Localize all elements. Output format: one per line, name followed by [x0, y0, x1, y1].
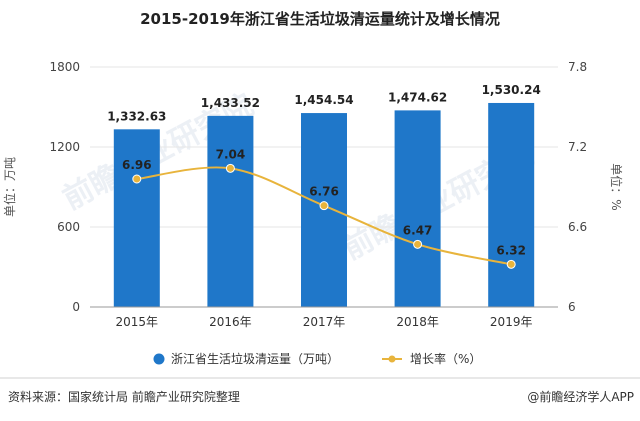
- line-point: [506, 259, 516, 269]
- line-point: [225, 163, 235, 173]
- bar-value-label: 1,454.54: [294, 93, 353, 107]
- legend-bar-label: 浙江省生活垃圾清运量（万吨）: [171, 351, 339, 366]
- left-tick-label: 1200: [49, 140, 80, 154]
- right-tick-label: 6: [568, 300, 576, 314]
- legend-line-marker: [388, 355, 396, 363]
- right-tick-label: 7.2: [568, 140, 587, 154]
- left-tick-label: 600: [57, 220, 80, 234]
- line-value-label: 6.96: [122, 158, 152, 172]
- bar-value-label: 1,332.63: [107, 109, 166, 123]
- legend-bar-marker: [153, 353, 165, 365]
- bar: [207, 115, 254, 307]
- x-tick-label: 2019年: [490, 315, 533, 329]
- right-axis-label: 单位：%: [609, 163, 624, 210]
- line-point: [319, 201, 329, 211]
- bar-value-label: 1,530.24: [482, 83, 541, 97]
- line-value-label: 6.32: [496, 243, 526, 257]
- bar: [488, 102, 535, 307]
- x-tick-label: 2017年: [303, 315, 346, 329]
- legend-line-label: 增长率（%）: [410, 351, 481, 366]
- bar-series: 1,332.63 1,433.52 1,454.54 1,474.62 1,530.24: [107, 83, 541, 307]
- x-tick-label: 2018年: [396, 315, 439, 329]
- legend: 浙江省生活垃圾清运量（万吨） 增长率（%）: [153, 351, 481, 366]
- left-axis-label: 单位：万吨: [2, 157, 17, 217]
- line-point: [132, 174, 142, 184]
- line-series: 6.96 7.04 6.76 6.47 6.32: [122, 147, 526, 269]
- line-value-label: 6.47: [403, 223, 433, 237]
- footer-brand: @前瞻经济学人APP: [527, 389, 634, 404]
- footer-source: 资料来源：国家统计局 前瞻产业研究院整理: [8, 389, 240, 404]
- axes: 0 600 1200 1800 6 6.6 7.2 7.8 2015年 2016年 2017年 201…: [49, 60, 587, 329]
- left-tick-label: 0: [72, 300, 80, 314]
- right-tick-label: 6.6: [568, 220, 587, 234]
- bar: [113, 129, 160, 307]
- bar: [394, 110, 441, 307]
- bar-value-label: 1,474.62: [388, 90, 447, 104]
- x-tick-label: 2016年: [209, 315, 252, 329]
- left-tick-label: 1800: [49, 60, 80, 74]
- line-point: [413, 239, 423, 249]
- x-tick-label: 2015年: [116, 315, 159, 329]
- right-tick-label: 7.8: [568, 60, 587, 74]
- line-value-label: 6.76: [309, 185, 339, 199]
- bar-value-label: 1,433.52: [201, 96, 260, 110]
- chart-title: 2015-2019年浙江省生活垃圾清运量统计及增长情况: [140, 10, 500, 28]
- line-value-label: 7.04: [216, 147, 246, 161]
